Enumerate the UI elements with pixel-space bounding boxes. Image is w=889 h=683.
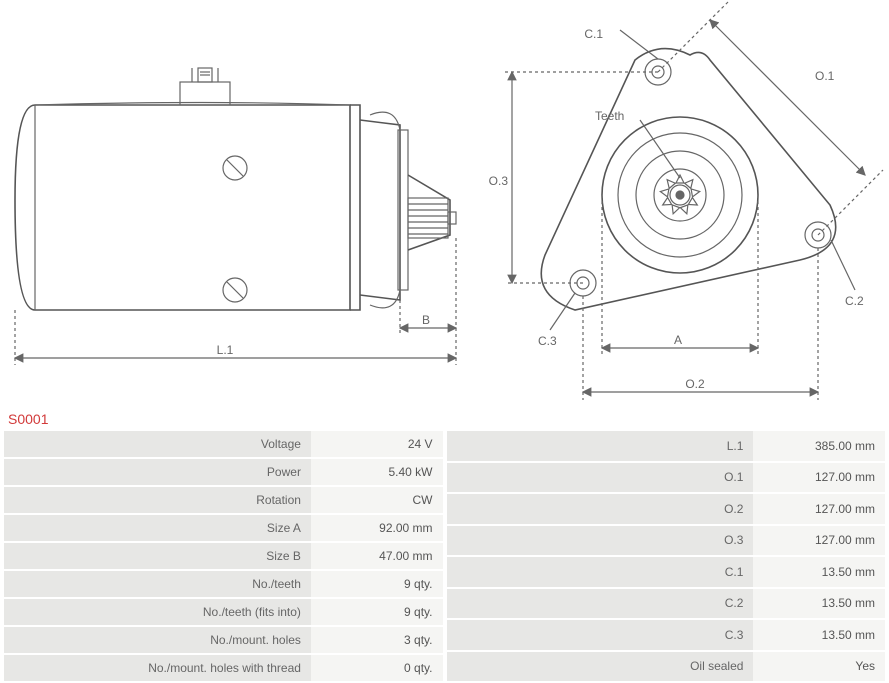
label-L1: L.1: [217, 343, 234, 357]
spec-value: 9 qty.: [311, 599, 443, 627]
label-O2: O.2: [685, 377, 705, 391]
label-C3: C.3: [538, 334, 557, 348]
spec-row: Voltage24 V: [4, 431, 443, 459]
spec-value: 385.00 mm: [753, 431, 885, 463]
label-teeth: Teeth: [595, 109, 624, 123]
spec-table-left: Voltage24 VPower5.40 kWRotationCWSize A9…: [4, 431, 443, 683]
spec-row: C.313.50 mm: [447, 620, 886, 652]
spec-row: No./mount. holes3 qty.: [4, 627, 443, 655]
spec-label: Rotation: [4, 487, 311, 515]
spec-label: No./teeth (fits into): [4, 599, 311, 627]
label-C1: C.1: [584, 27, 603, 41]
spec-label: Size A: [4, 515, 311, 543]
spec-row: O.2127.00 mm: [447, 494, 886, 526]
spec-label: C.2: [447, 589, 754, 621]
label-B: B: [422, 313, 430, 327]
front-view: C.1 C.2 C.3 Teeth O.1 O.2 A: [489, 0, 883, 400]
spec-row: Power5.40 kW: [4, 459, 443, 487]
spec-label: No./teeth: [4, 571, 311, 599]
technical-diagram: L.1 B: [0, 0, 889, 405]
spec-value: 127.00 mm: [753, 463, 885, 495]
spec-row: C.113.50 mm: [447, 557, 886, 589]
spec-label: C.1: [447, 557, 754, 589]
spec-label: No./mount. holes with thread: [4, 655, 311, 683]
label-O1: O.1: [815, 69, 835, 83]
spec-value: 13.50 mm: [753, 589, 885, 621]
spec-value: 92.00 mm: [311, 515, 443, 543]
spec-label: C.3: [447, 620, 754, 652]
spec-row: No./mount. holes with thread0 qty.: [4, 655, 443, 683]
label-A: A: [674, 333, 682, 347]
spec-row: Size A92.00 mm: [4, 515, 443, 543]
spec-row: O.3127.00 mm: [447, 526, 886, 558]
spec-label: No./mount. holes: [4, 627, 311, 655]
spec-value: 0 qty.: [311, 655, 443, 683]
spec-row: RotationCW: [4, 487, 443, 515]
spec-value: CW: [311, 487, 443, 515]
spec-value: 13.50 mm: [753, 557, 885, 589]
spec-label: O.2: [447, 494, 754, 526]
spec-label: O.3: [447, 526, 754, 558]
side-view: L.1 B: [15, 68, 456, 365]
spec-row: O.1127.00 mm: [447, 463, 886, 495]
spec-value: 3 qty.: [311, 627, 443, 655]
spec-row: Oil sealedYes: [447, 652, 886, 683]
spec-row: C.213.50 mm: [447, 589, 886, 621]
spec-value: 13.50 mm: [753, 620, 885, 652]
part-code: S0001: [0, 405, 889, 431]
spec-value: 5.40 kW: [311, 459, 443, 487]
spec-value: 9 qty.: [311, 571, 443, 599]
spec-row: No./teeth9 qty.: [4, 571, 443, 599]
spec-label: Oil sealed: [447, 652, 754, 683]
spec-row: L.1385.00 mm: [447, 431, 886, 463]
spec-row: No./teeth (fits into)9 qty.: [4, 599, 443, 627]
spec-label: L.1: [447, 431, 754, 463]
spec-value: 127.00 mm: [753, 494, 885, 526]
spec-tables: Voltage24 VPower5.40 kWRotationCWSize A9…: [0, 431, 889, 683]
spec-value: 127.00 mm: [753, 526, 885, 558]
label-C2: C.2: [845, 294, 864, 308]
spec-label: Power: [4, 459, 311, 487]
spec-label: Voltage: [4, 431, 311, 459]
spec-table-right: L.1385.00 mmO.1127.00 mmO.2127.00 mmO.31…: [447, 431, 886, 683]
spec-row: Size B47.00 mm: [4, 543, 443, 571]
spec-label: Size B: [4, 543, 311, 571]
label-O3: O.3: [489, 174, 509, 188]
spec-value: 24 V: [311, 431, 443, 459]
spec-label: O.1: [447, 463, 754, 495]
spec-value: 47.00 mm: [311, 543, 443, 571]
spec-value: Yes: [753, 652, 885, 683]
